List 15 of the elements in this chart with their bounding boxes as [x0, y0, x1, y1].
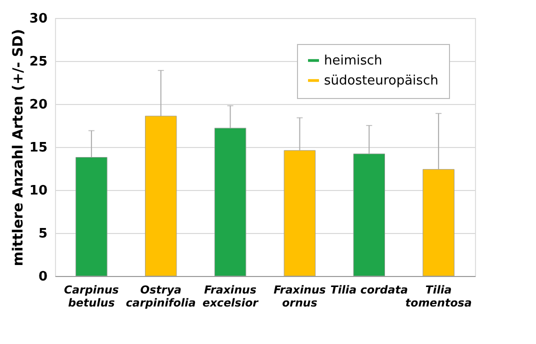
x-tick-label: Fraxinus excelsior	[202, 284, 259, 310]
y-tick-label: 10	[29, 184, 48, 198]
y-tick-label: 20	[29, 98, 48, 112]
y-tick-label: 15	[29, 140, 48, 156]
x-tick-label: Carpinus betulus	[64, 284, 120, 310]
y-tick-label: 25	[29, 54, 48, 70]
legend-label: südosteuropäisch	[324, 74, 438, 88]
y-tick-label: 0	[38, 270, 48, 284]
y-axis-title: mittlere Anzahl Arten (+/- SD)	[10, 28, 26, 266]
x-tick-label: Fraxinus ornus	[274, 284, 326, 310]
y-tick-label: 5	[38, 226, 48, 242]
legend-label: heimisch	[324, 54, 382, 68]
x-tick-label: Ostrya carpinifolia	[126, 284, 196, 310]
x-tick-label: Tilia cordata	[330, 284, 408, 296]
y-tick-label: 30	[29, 12, 48, 26]
